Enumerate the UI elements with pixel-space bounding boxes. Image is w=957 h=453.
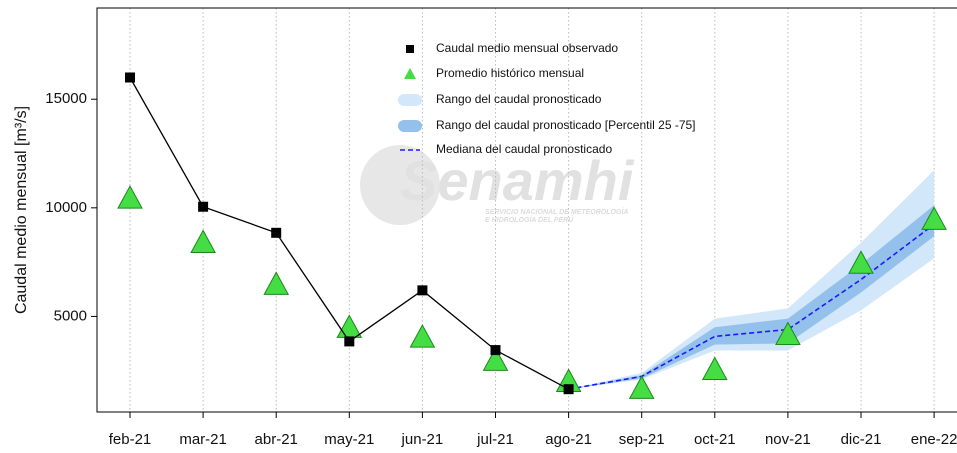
y-tick-label: 5000 xyxy=(54,307,87,324)
x-tick-label: ago-21 xyxy=(545,431,592,448)
watermark-line: E HIDROLOGÍA DEL PERÚ xyxy=(485,215,574,224)
triangle-marker xyxy=(848,250,874,274)
x-tick-label: dic-21 xyxy=(841,431,882,448)
legend-label: Rango del caudal pronosticado xyxy=(436,92,602,106)
x-tick-label: ene-22 xyxy=(911,431,957,448)
watermark-brand: Senamhi xyxy=(400,149,635,212)
square-marker xyxy=(125,72,135,83)
triangle-marker xyxy=(336,314,363,338)
x-tick-label: jun-21 xyxy=(401,431,444,448)
square-marker xyxy=(271,227,282,238)
x-tick-label: abr-21 xyxy=(255,431,298,448)
square-marker xyxy=(417,285,428,296)
y-tick-label: 15000 xyxy=(45,90,87,107)
square-marker xyxy=(490,345,501,356)
triangle-marker xyxy=(190,229,216,253)
square-marker xyxy=(344,336,355,347)
legend-marker xyxy=(398,120,422,132)
legend-marker xyxy=(404,68,416,79)
triangle-marker xyxy=(701,356,728,381)
legend-label: Rango del caudal pronosticado [Percentil… xyxy=(436,118,696,132)
legend-label: Promedio histórico mensual xyxy=(436,66,584,80)
legend-marker xyxy=(406,45,414,53)
triangle-marker xyxy=(775,321,801,346)
legend-label: Caudal medio mensual observado xyxy=(436,41,618,55)
median-line xyxy=(568,223,935,390)
x-tick-label: jul-21 xyxy=(476,431,514,448)
x-tick-label: mar-21 xyxy=(179,431,227,448)
y-tick-label: 10000 xyxy=(45,199,87,216)
legend-marker xyxy=(398,94,422,106)
y-axis-label: Caudal medio mensual [m³/s] xyxy=(13,106,30,314)
x-tick-label: nov-21 xyxy=(765,431,811,448)
watermark-line: SERVICIO NACIONAL DE METEOROLOGÍA xyxy=(485,207,628,216)
triangle-marker xyxy=(263,271,290,295)
x-tick-label: feb-21 xyxy=(109,431,152,448)
triangle-marker xyxy=(921,206,947,230)
x-tick-label: oct-21 xyxy=(694,431,736,448)
triangle-marker xyxy=(117,185,143,209)
square-marker xyxy=(563,384,574,395)
triangle-marker xyxy=(409,324,436,348)
watermark: Senamhi SERVICIO NACIONAL DE METEOROLOGÍ… xyxy=(360,145,635,225)
triangle-marker xyxy=(628,375,655,399)
legend-label: Mediana del caudal pronosticado xyxy=(436,142,612,156)
square-marker xyxy=(198,201,209,212)
triangle-marker xyxy=(482,347,509,371)
x-tick-label: sep-21 xyxy=(619,431,665,448)
x-tick-label: may-21 xyxy=(324,431,374,448)
plot-frame xyxy=(96,7,957,413)
watermark-logo xyxy=(360,145,440,225)
